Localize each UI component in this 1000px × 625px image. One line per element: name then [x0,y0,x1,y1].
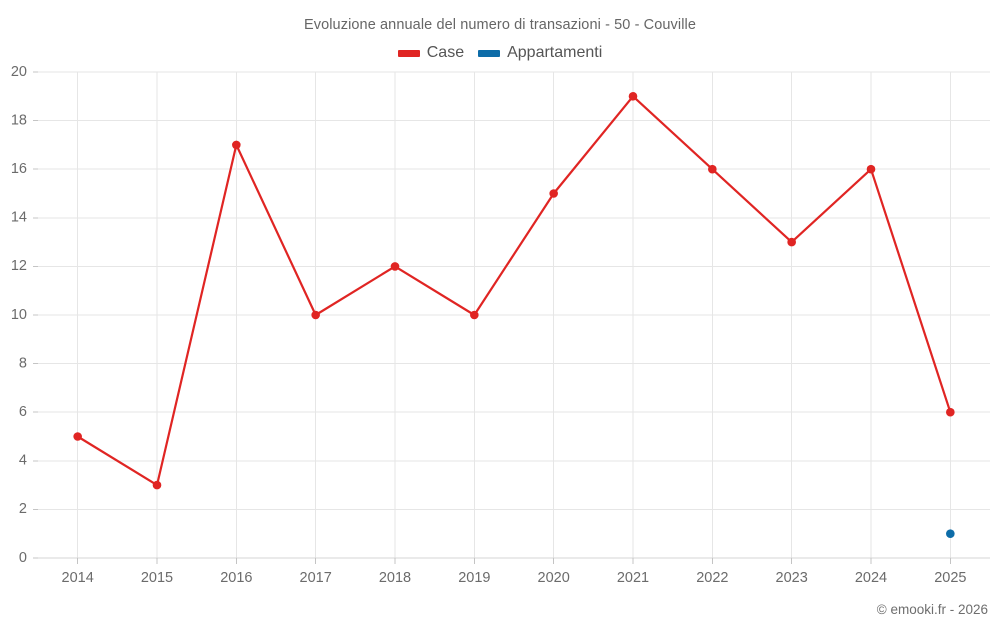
y-axis-tick-labels: 0 2 4 6 8 10 12 14 16 18 20 [11,64,27,566]
data-point[interactable] [708,164,717,174]
x-axis-tick-labels: 2014 2015 2016 2017 2018 2019 2020 2021 2022 2023… [62,570,967,586]
data-point[interactable] [73,432,82,441]
y-tick-label: 4 [19,453,27,469]
x-tick-label: 2016 [220,570,252,586]
series-lines [76,95,952,487]
footer-credit: © emooki.fr - 2026 [876,602,988,617]
chart-legend: Case Appartamenti [0,44,1000,62]
y-tick-label: 12 [11,258,27,274]
legend-label-appartamenti: Appartamenti [507,44,603,61]
data-point[interactable] [946,407,955,417]
y-tick-label: 0 [19,550,27,566]
data-point[interactable] [390,262,400,271]
data-point[interactable] [152,480,162,490]
data-point[interactable] [628,92,638,101]
legend-item-case[interactable]: Case [397,44,465,62]
data-point[interactable] [232,140,241,150]
series-data-points [73,92,955,538]
y-tick-label: 16 [11,161,27,177]
legend-swatch-appartamenti [478,49,501,57]
x-tick-label: 2022 [696,570,728,586]
chart-title: Evoluzione annuale del numero di transaz… [303,17,697,33]
legend-label-case: Case [426,44,465,61]
horizontal-gridlines [38,71,990,559]
data-point[interactable] [866,164,876,174]
x-tick-label: 2020 [538,570,570,586]
x-tick-label: 2018 [379,570,411,586]
x-tick-label: 2025 [934,570,966,586]
y-tick-label: 2 [19,501,27,517]
x-tick-label: 2017 [300,570,332,586]
x-tick-label: 2014 [62,570,94,586]
y-tick-label: 20 [11,64,27,80]
y-tick-label: 10 [11,307,27,323]
x-tick-label: 2021 [617,570,649,586]
legend-swatch-case [397,49,420,57]
data-point[interactable] [549,189,558,198]
data-point[interactable] [946,529,955,538]
data-point[interactable] [470,310,479,320]
x-tick-label: 2019 [458,570,490,586]
series-line-case [76,95,952,487]
legend-item-appartamenti[interactable]: Appartamenti [478,44,602,62]
axis-tickmarks [33,71,951,564]
y-tick-label: 14 [11,210,27,226]
x-tick-label: 2024 [855,570,887,586]
x-tick-label: 2015 [141,570,173,586]
y-tick-label: 6 [19,404,27,420]
y-tick-label: 18 [11,112,27,128]
data-point[interactable] [311,310,320,320]
x-tick-label: 2023 [776,570,808,586]
data-point[interactable] [787,237,796,247]
y-tick-label: 8 [19,355,27,371]
